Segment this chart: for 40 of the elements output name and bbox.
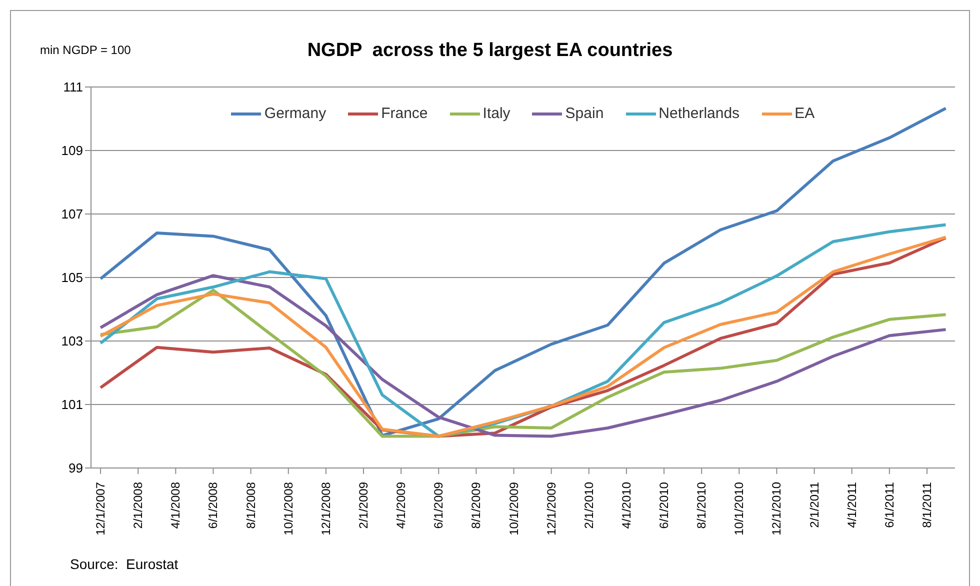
x-tick-label: 4/1/2010 (619, 482, 634, 529)
x-tick-label: 10/1/2009 (506, 482, 521, 536)
y-tick-label: 107 (61, 206, 83, 222)
legend-label: EA (794, 105, 815, 122)
x-tick-label: 12/1/2009 (544, 482, 558, 536)
x-tick-label: 4/1/2008 (168, 482, 183, 529)
x-tick-label: 12/1/2008 (318, 482, 333, 536)
legend-label: Netherlands (658, 105, 740, 122)
legend-label: Germany (264, 105, 326, 122)
y-tick-label: 111 (63, 80, 83, 95)
x-tick-label: 10/1/2008 (281, 482, 296, 536)
x-tick-label: 2/1/2008 (131, 482, 146, 529)
legend-label: Spain (565, 105, 604, 122)
y-tick-label: 101 (61, 397, 83, 412)
x-tick-label: 8/1/2009 (469, 482, 484, 529)
line-series (99, 106, 948, 438)
x-tick-label: 2/1/2010 (582, 482, 596, 529)
x-tick-label: 6/1/2010 (657, 482, 672, 529)
chart-title: NGDP across the 5 largest EA countries (307, 40, 673, 61)
legend-label: France (381, 105, 428, 122)
y-tick-label: 99 (68, 460, 83, 476)
x-tick-label: 2/1/2011 (807, 482, 822, 528)
x-tick-label: 6/1/2011 (882, 482, 896, 528)
y-tick-label: 103 (61, 334, 83, 349)
source-note: Source: Eurostat (70, 556, 178, 572)
x-tick-label: 8/1/2010 (694, 482, 709, 529)
x-tick-label: 10/1/2010 (732, 482, 746, 536)
legend-label: Italy (482, 105, 510, 122)
x-tick-label: 8/1/2008 (244, 482, 258, 529)
x-tick-label: 4/1/2011 (844, 482, 859, 528)
x-tick-label: 6/1/2009 (432, 482, 446, 529)
x-tick-label: 8/1/2011 (920, 482, 934, 528)
y-tick-label: 105 (61, 270, 83, 286)
x-tick-label: 2/1/2009 (356, 482, 370, 529)
x-tick-label: 12/1/2007 (94, 482, 108, 536)
x-tick-label: 12/1/2010 (770, 482, 784, 536)
y-axis-title: min NGDP = 100 (40, 43, 131, 57)
x-tick-label: 4/1/2009 (394, 482, 408, 529)
y-tick-label: 109 (61, 143, 83, 158)
x-tick-label: 6/1/2008 (206, 482, 220, 529)
